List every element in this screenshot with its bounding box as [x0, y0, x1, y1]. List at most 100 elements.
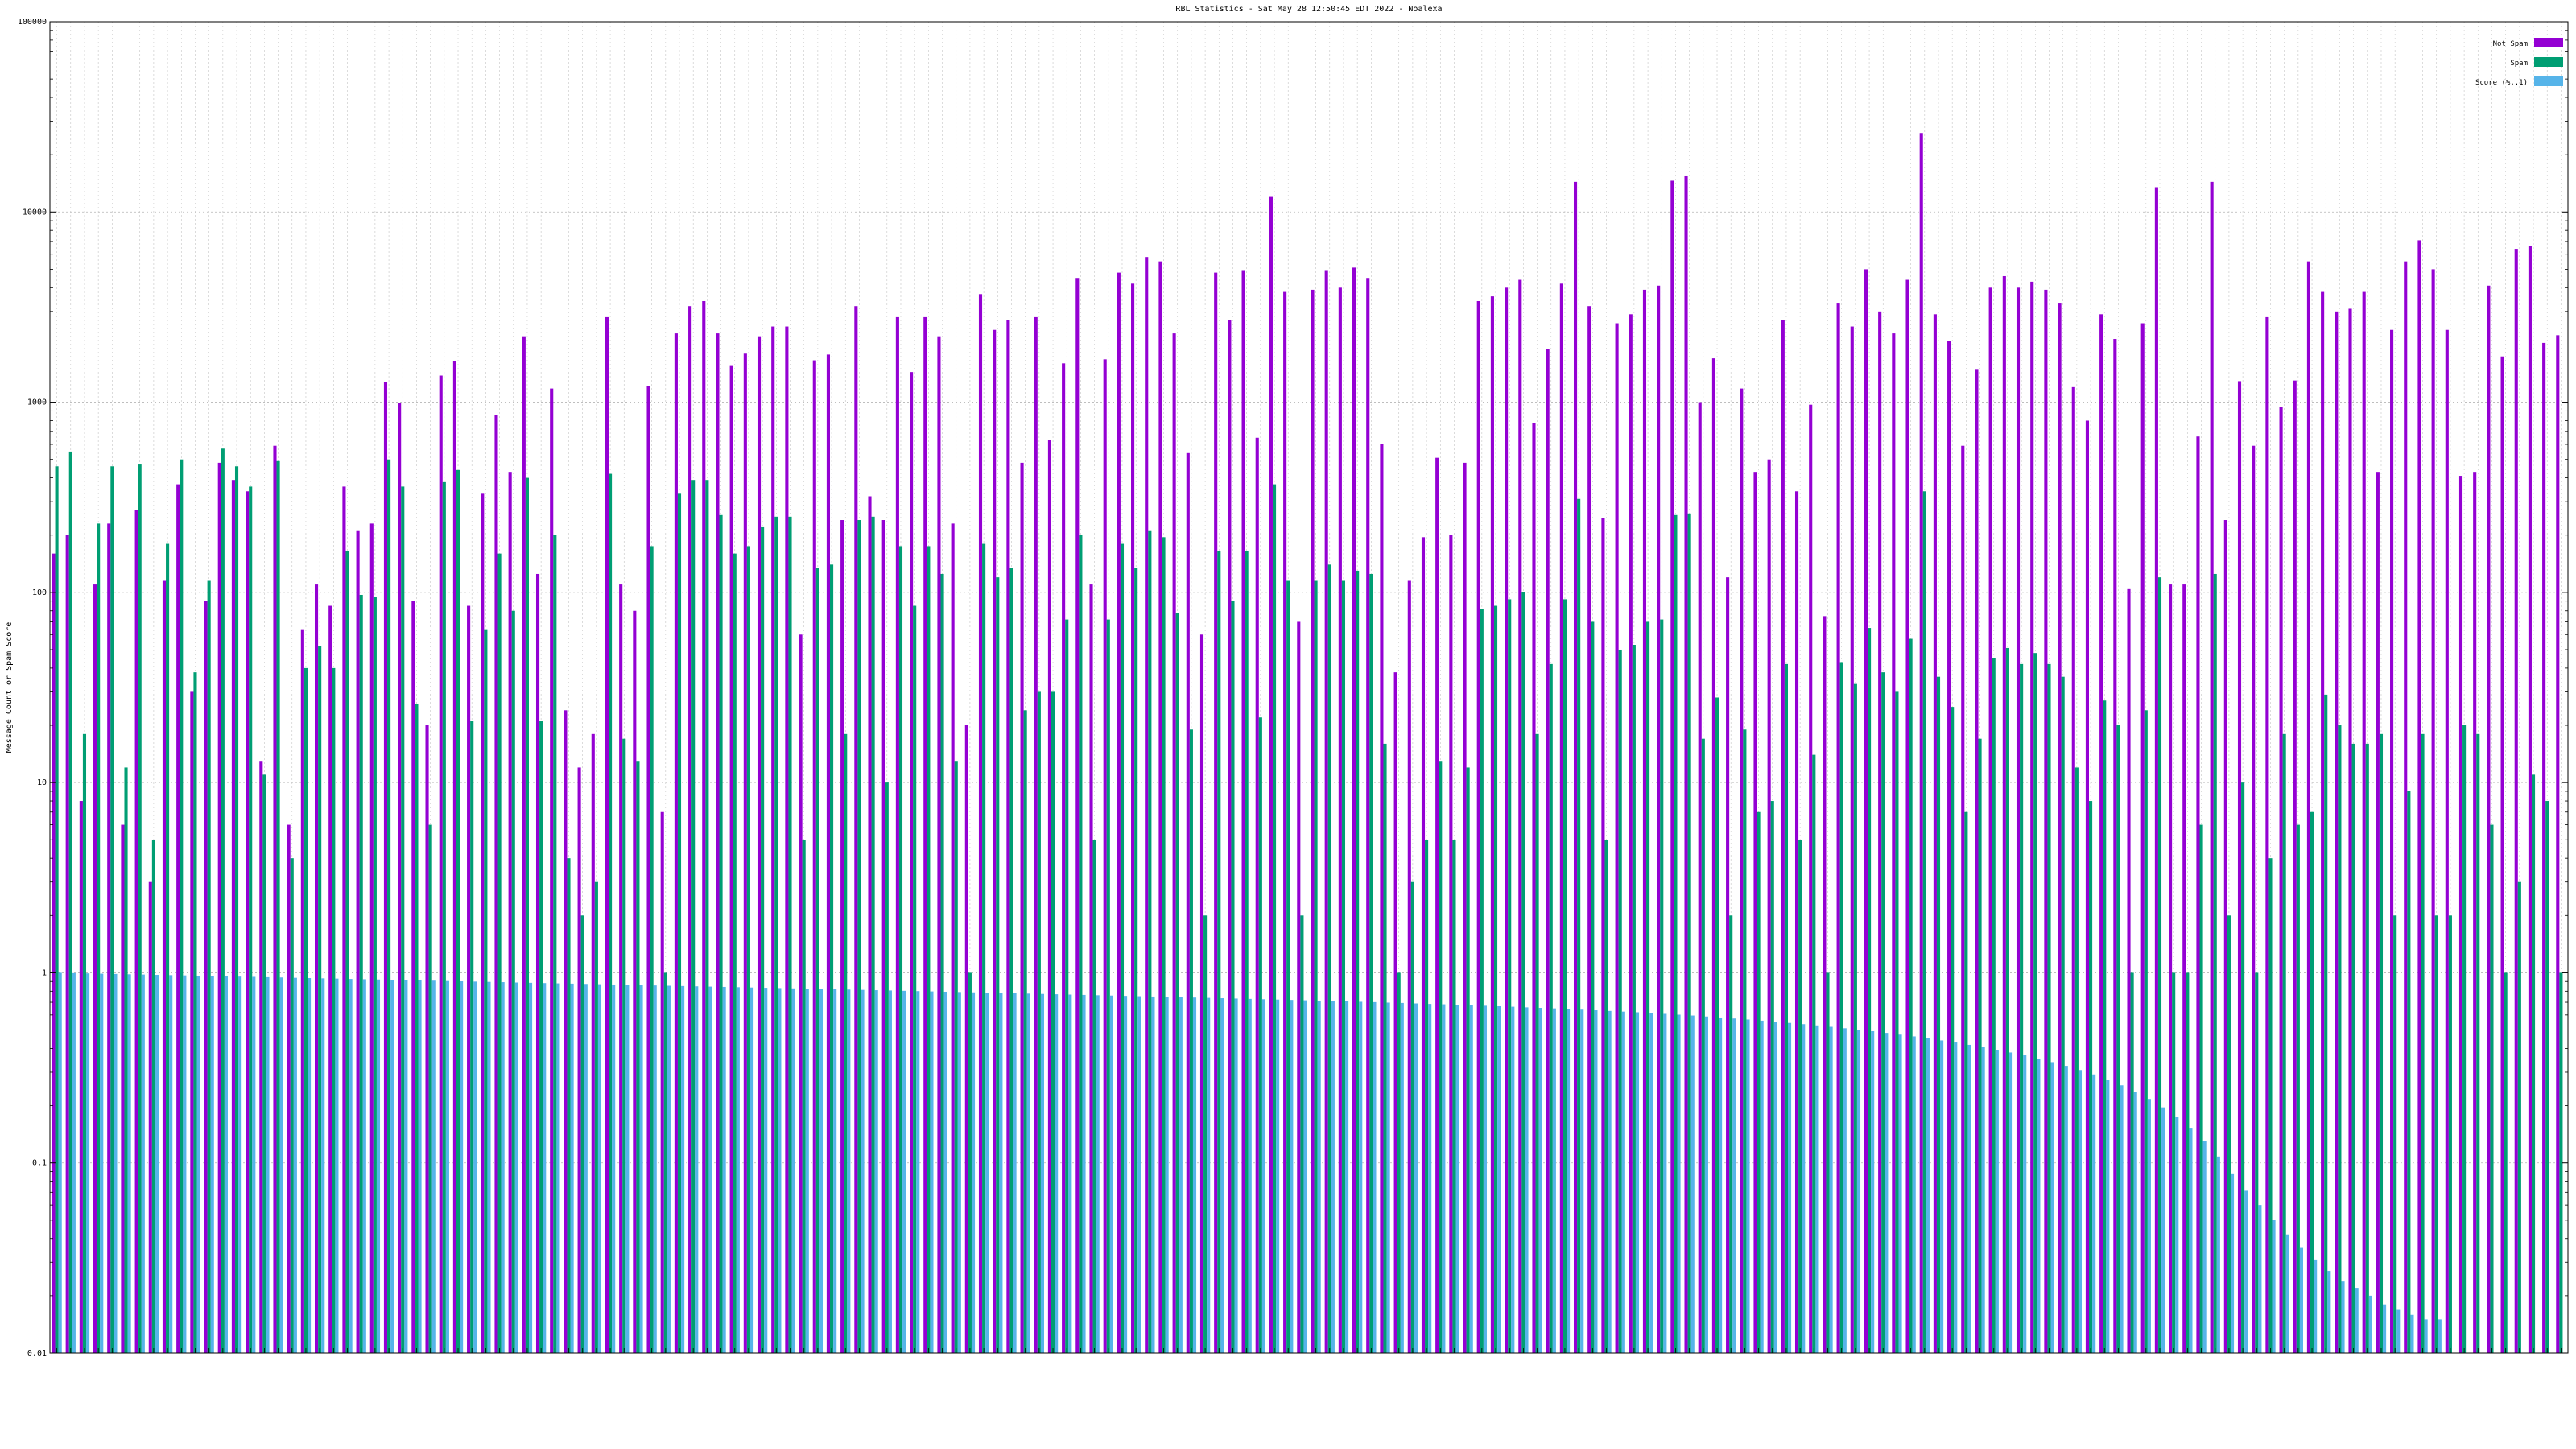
- bar-group: [369, 523, 381, 1354]
- bar-group: [1601, 518, 1612, 1353]
- bar: [2099, 314, 2103, 1354]
- bar: [207, 580, 211, 1353]
- bar: [2528, 246, 2532, 1353]
- bar: [2140, 323, 2145, 1353]
- bar: [2424, 1319, 2428, 1353]
- bar-group: [577, 767, 588, 1353]
- bar: [985, 993, 989, 1353]
- bar: [1192, 997, 1197, 1353]
- bar-group: [1587, 306, 1598, 1354]
- bar: [114, 973, 118, 1353]
- bar: [1912, 1036, 1916, 1353]
- bar: [861, 989, 865, 1353]
- bar: [1189, 729, 1193, 1353]
- bar: [2296, 824, 2300, 1353]
- bar: [72, 972, 76, 1353]
- bar: [1823, 616, 1827, 1353]
- bar: [494, 415, 498, 1353]
- bar: [1317, 1000, 1321, 1353]
- bar: [636, 761, 640, 1353]
- bar-group: [1006, 320, 1017, 1353]
- bar: [193, 672, 197, 1353]
- bar: [1373, 1001, 1377, 1353]
- bar: [1608, 1010, 1612, 1353]
- bar: [1055, 994, 1059, 1353]
- bar: [1892, 333, 1896, 1353]
- bar: [1303, 1000, 1307, 1353]
- bar: [1878, 311, 1882, 1354]
- bar: [1753, 472, 1757, 1353]
- bar-group: [1199, 634, 1211, 1353]
- bar: [1615, 323, 1619, 1353]
- bar: [1439, 761, 1443, 1353]
- bar: [1546, 349, 1550, 1353]
- bar: [971, 992, 976, 1353]
- bar: [1497, 1005, 1501, 1353]
- bar: [625, 985, 630, 1353]
- bar: [1449, 535, 1453, 1353]
- bar: [1732, 1018, 1736, 1353]
- bar-group: [840, 520, 851, 1353]
- bar: [1746, 1019, 1750, 1353]
- bar: [1158, 261, 1162, 1354]
- bar: [1573, 181, 1578, 1353]
- bar: [722, 986, 726, 1353]
- bar: [1089, 584, 1093, 1353]
- bar-group: [1781, 320, 1792, 1353]
- bar: [2133, 1092, 2137, 1353]
- bar-group: [1158, 261, 1169, 1354]
- bar: [1629, 314, 1633, 1354]
- bar: [2078, 1070, 2083, 1353]
- bar: [1480, 609, 1484, 1353]
- bar: [1245, 551, 1249, 1353]
- bar: [303, 667, 308, 1353]
- bar: [2462, 725, 2467, 1353]
- bar-group: [1214, 272, 1224, 1353]
- bar-group: [1269, 196, 1280, 1354]
- bar-group: [2376, 472, 2387, 1353]
- bar: [1400, 1002, 1404, 1353]
- bar: [425, 725, 429, 1353]
- bar: [2113, 339, 2117, 1353]
- bar: [169, 975, 173, 1353]
- bar: [204, 601, 208, 1353]
- bar: [2161, 1107, 2165, 1353]
- bar: [221, 448, 225, 1354]
- bar: [1871, 1031, 1875, 1353]
- bar: [2103, 700, 2107, 1353]
- bar: [1604, 840, 1608, 1353]
- bar-group: [2058, 303, 2068, 1354]
- bar: [1829, 1026, 1833, 1353]
- bar: [217, 462, 221, 1353]
- bar-group: [1172, 333, 1183, 1353]
- bar-group: [2182, 584, 2193, 1353]
- bar: [2085, 420, 2090, 1353]
- bar: [1988, 287, 1992, 1354]
- bar: [764, 988, 768, 1353]
- bar: [819, 989, 824, 1353]
- bar: [442, 481, 446, 1353]
- bar: [52, 553, 56, 1353]
- bar-group: [1283, 291, 1294, 1353]
- bar: [964, 725, 968, 1353]
- bar-group: [619, 584, 630, 1353]
- bar: [318, 646, 322, 1353]
- bar: [927, 546, 931, 1353]
- bar: [1881, 672, 1885, 1353]
- bar: [1905, 279, 1909, 1354]
- bar: [1331, 1001, 1335, 1353]
- bar-group: [383, 382, 394, 1354]
- bar: [916, 991, 920, 1353]
- bar: [1026, 993, 1030, 1353]
- bar: [826, 354, 831, 1353]
- bar: [79, 801, 83, 1353]
- bar: [1657, 285, 1661, 1354]
- bar: [609, 473, 613, 1353]
- bar: [1975, 369, 1979, 1353]
- bar: [854, 306, 858, 1354]
- bar: [815, 568, 819, 1353]
- bar: [231, 480, 235, 1353]
- bar: [605, 316, 609, 1354]
- bar: [2106, 1080, 2110, 1353]
- y-tick-label: 0.01: [27, 1349, 47, 1358]
